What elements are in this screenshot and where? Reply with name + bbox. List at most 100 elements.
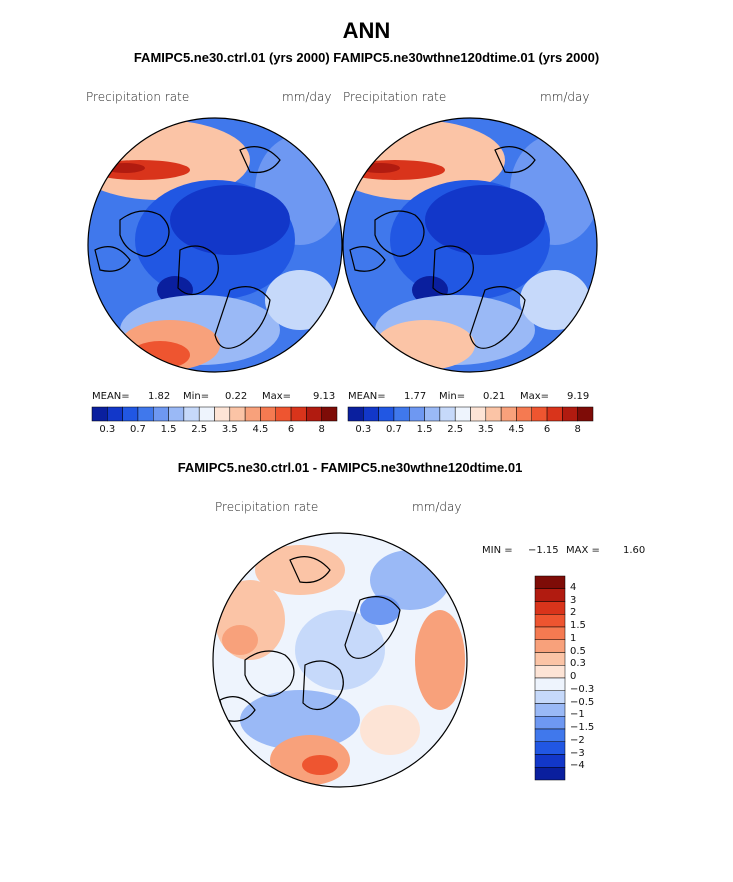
right-min-value: 0.21 [483, 391, 506, 402]
colorbar-tick-label: 6 [287, 424, 295, 435]
colorbar-tick-label: 0 [570, 671, 577, 682]
colorbar-tick-label: 0.7 [129, 424, 146, 435]
colorbar-swatch [454, 406, 471, 422]
colorbar-tick-label: −1.5 [570, 722, 595, 733]
colorbar-swatch [198, 406, 215, 422]
colorbar-swatch [534, 575, 566, 589]
colorbar-swatch [153, 406, 169, 422]
difference-min-label: MIN = [482, 545, 513, 556]
colorbar-swatch [290, 406, 307, 422]
left-mean-label: MEAN= [92, 391, 130, 402]
left-units-label: mm/day [282, 90, 332, 104]
colorbar-tick-label: −1 [570, 709, 585, 721]
colorbar-tick-label: 1.5 [160, 424, 177, 435]
right-min-label: Min= [439, 391, 466, 402]
left-min-label: Min= [183, 391, 210, 402]
colorbar-tick-label: 8 [318, 424, 325, 435]
colorbar-swatch [347, 406, 364, 422]
right-max-label: Max= [520, 391, 550, 402]
colorbar-tick-label: 4 [570, 581, 577, 593]
colorbar-tick-label: −0.5 [570, 696, 595, 708]
colorbar-swatch [534, 652, 566, 666]
colorbar-tick-label: −0.3 [570, 683, 595, 695]
difference-min-value: −1.15 [528, 545, 559, 556]
colorbar-swatch [531, 406, 548, 422]
right-units-label: mm/day [540, 90, 590, 104]
difference-variable-label: Precipitation rate [215, 500, 319, 514]
colorbar-tick-label: 0.5 [570, 645, 586, 657]
colorbar-tick-label: −3 [570, 747, 585, 759]
colorbar-tick-label: −4 [570, 760, 585, 772]
colorbar-swatch [534, 690, 566, 704]
colorbar-swatch [306, 406, 322, 422]
left-min-value: 0.22 [225, 391, 248, 402]
colorbar-tick-label: 8 [574, 424, 581, 435]
colorbar-swatch [534, 614, 566, 628]
colorbar-swatch [534, 728, 566, 742]
colorbar-swatch [409, 406, 425, 422]
right-precip-map [343, 118, 597, 372]
colorbar-tick-label: 2.5 [191, 424, 208, 435]
left-colorbar [91, 406, 338, 422]
difference-max-label: MAX = [566, 545, 600, 556]
colorbar-swatch [183, 406, 200, 422]
colorbar-swatch [260, 406, 276, 422]
colorbar-swatch [244, 406, 261, 422]
figure-subtitle: FAMIPC5.ne30.ctrl.01 (yrs 2000) FAMIPC5.… [133, 50, 600, 65]
colorbar-swatch [363, 406, 379, 422]
colorbar-swatch [562, 406, 578, 422]
colorbar-swatch [91, 406, 108, 422]
colorbar-swatch [500, 406, 517, 422]
colorbar-swatch [168, 406, 185, 422]
right-mean-label: MEAN= [348, 391, 386, 402]
colorbar-tick-label: 1.5 [416, 424, 433, 435]
right-mean-value: 1.77 [404, 391, 427, 402]
difference-max-value: 1.60 [623, 545, 646, 556]
colorbar-tick-label: 2.5 [447, 424, 464, 435]
left-max-label: Max= [262, 391, 292, 402]
colorbar-swatch [577, 406, 594, 422]
figure-title: ANN [342, 18, 391, 43]
colorbar-swatch [534, 767, 566, 781]
colorbar-swatch [516, 406, 532, 422]
colorbar-swatch [534, 639, 566, 653]
colorbar-swatch [122, 406, 139, 422]
difference-title: FAMIPC5.ne30.ctrl.01 - FAMIPC5.ne30wthne… [177, 460, 523, 475]
colorbar-tick-label: 4.5 [252, 424, 269, 435]
difference-units-label: mm/day [412, 500, 462, 514]
colorbar-swatch [534, 677, 566, 691]
colorbar-swatch [393, 406, 410, 422]
left-variable-label: Precipitation rate [86, 90, 190, 104]
colorbar-swatch [424, 406, 441, 422]
colorbar-swatch [534, 601, 566, 615]
colorbar-swatch [534, 741, 566, 755]
colorbar-tick-label: 3.5 [477, 424, 494, 435]
right-variable-label: Precipitation rate [343, 90, 447, 104]
colorbar-tick-label: −2 [570, 734, 585, 746]
colorbar-swatch [534, 626, 566, 640]
colorbar-tick-label: 4.5 [508, 424, 525, 435]
colorbar-swatch [534, 665, 566, 679]
colorbar-tick-label: 0.7 [385, 424, 402, 435]
colorbar-swatch [534, 588, 566, 602]
colorbar-tick-label: 0.3 [99, 424, 116, 435]
colorbar-swatch [534, 703, 566, 717]
colorbar-swatch [378, 406, 395, 422]
difference-colorbar [534, 575, 566, 781]
colorbar-swatch [275, 406, 292, 422]
colorbar-tick-label: 3 [570, 594, 577, 606]
colorbar-swatch [321, 406, 338, 422]
colorbar-swatch [214, 406, 231, 422]
colorbar-swatch [485, 406, 502, 422]
colorbar-swatch [137, 406, 154, 422]
left-max-value: 9.13 [313, 391, 336, 402]
difference-precip-map [213, 533, 467, 787]
colorbar-tick-label: 2 [570, 607, 577, 619]
right-colorbar [347, 406, 594, 422]
colorbar-swatch [470, 406, 487, 422]
colorbar-tick-label: 0.3 [355, 424, 372, 435]
colorbar-swatch [534, 754, 566, 768]
colorbar-tick-label: 0.3 [570, 658, 586, 670]
colorbar-swatch [229, 406, 246, 422]
